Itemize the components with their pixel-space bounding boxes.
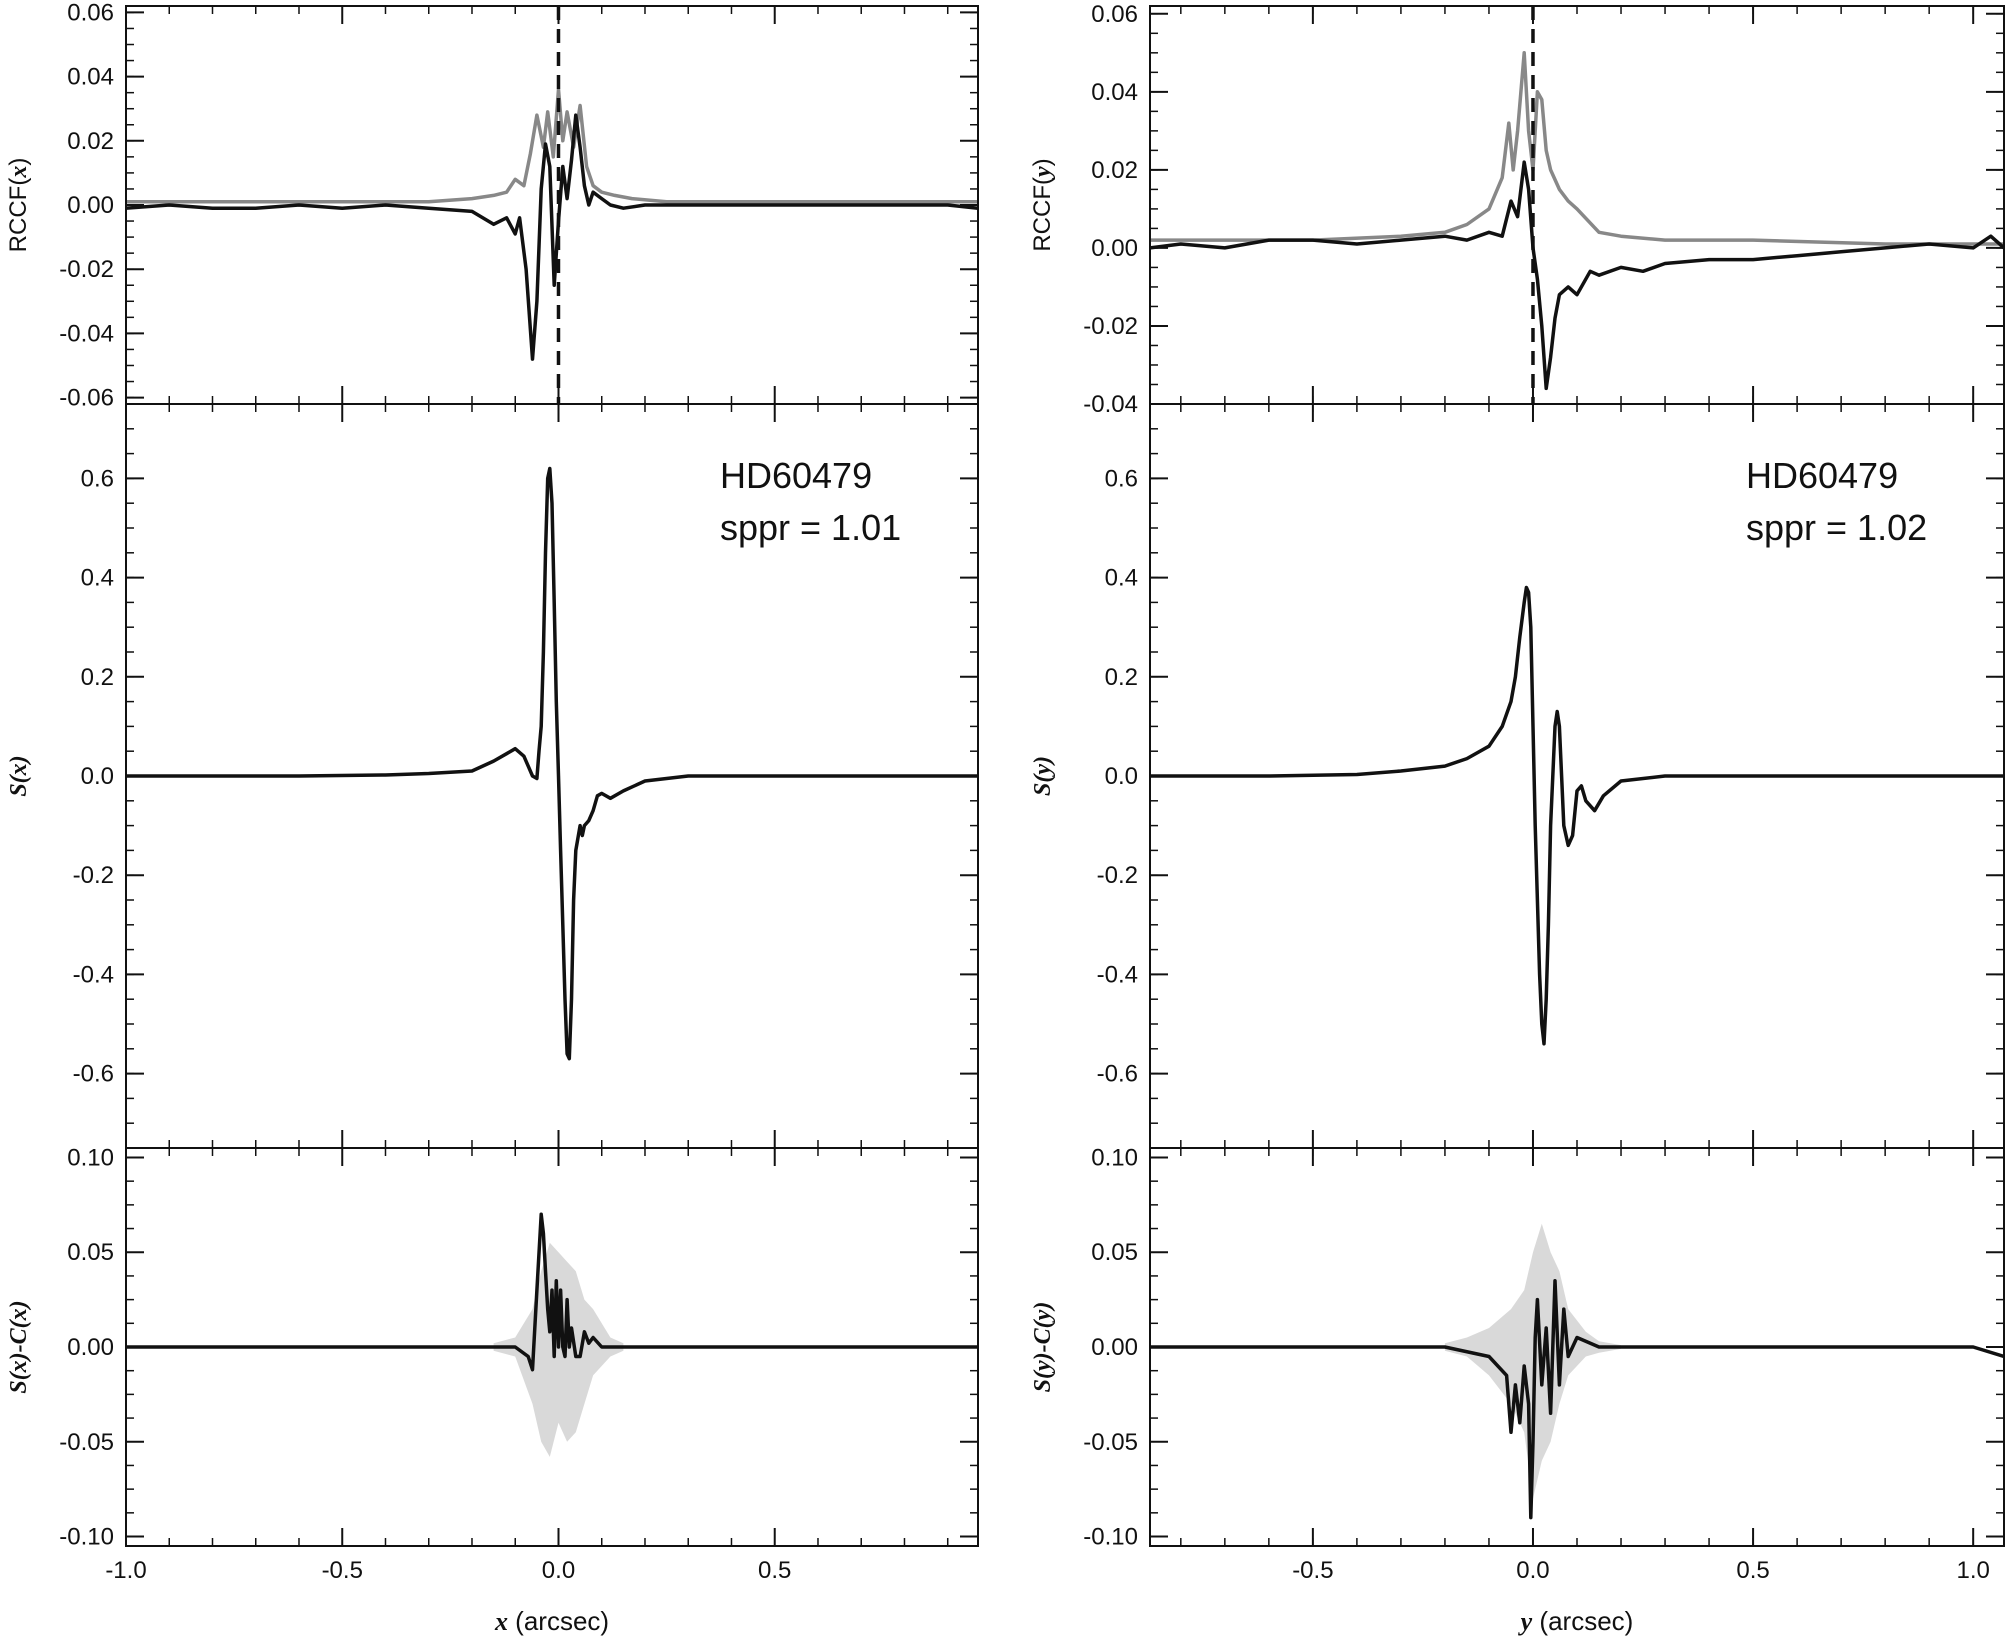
y-tick-label: -0.02 bbox=[59, 256, 114, 283]
y-label-variable: x bbox=[6, 166, 32, 179]
y-tick-label: 0.2 bbox=[81, 664, 114, 691]
y-tick-label: 0.00 bbox=[1091, 235, 1138, 262]
x-axis-label: y (arcsec) bbox=[1518, 1606, 1634, 1636]
x-tick-label: 0.5 bbox=[758, 1557, 791, 1584]
y-tick-label: 0.00 bbox=[67, 1334, 114, 1361]
series-line-black bbox=[1150, 1278, 2004, 1520]
series-line-gray bbox=[1150, 51, 2004, 246]
y-axis-label: RCCF(x) bbox=[5, 158, 32, 253]
y-tick-label: 0.00 bbox=[67, 192, 114, 219]
y-tick-label: 0.6 bbox=[81, 465, 114, 492]
series-line-black bbox=[1150, 160, 2004, 391]
y-tick-label: 0.04 bbox=[67, 64, 114, 91]
y-tick-label: 0.02 bbox=[67, 128, 114, 155]
y-axis-label: S(x) bbox=[6, 755, 32, 796]
subplot-rccf: -0.04 -0.02 0.00 0.02 0.04 0.06 RCCF(y) bbox=[1029, 1, 2005, 418]
y-label-variable: S(y) bbox=[1030, 756, 1056, 796]
y-label-prefix: RCCF( bbox=[1029, 177, 1056, 252]
subplot-rccf: -0.06 -0.04 -0.02 0.00 0.02 0.04 0.06 RCCF(x) bbox=[5, 0, 979, 412]
panel-left: -0.06-0.04-0.020.000.020.040.06RCCF(x)-0… bbox=[5, 0, 979, 1636]
y-tick-label: 0.4 bbox=[81, 565, 114, 592]
y-label-suffix: ) bbox=[5, 158, 32, 166]
y-tick-label: -0.2 bbox=[73, 862, 114, 889]
x-label-variable: x bbox=[494, 1607, 508, 1636]
y-tick-label: 0.6 bbox=[1105, 465, 1138, 492]
y-tick-label: -0.05 bbox=[59, 1429, 114, 1456]
subplot-s: -0.6 -0.4 -0.2 0.0 0.2 0.4 0.6 S(x) bbox=[6, 403, 979, 1149]
subplot-resid: -0.10 -0.05 0.00 0.05 0.10 S(y)-C(y) bbox=[1030, 1144, 2005, 1551]
series-line-black bbox=[126, 466, 978, 1061]
x-tick-label: 0.0 bbox=[542, 1557, 575, 1584]
annotation-star-name: HD60479 bbox=[720, 455, 872, 496]
y-tick-label: 0.02 bbox=[1091, 157, 1138, 184]
y-tick-label: -0.6 bbox=[73, 1061, 114, 1088]
y-tick-label: -0.4 bbox=[1097, 961, 1138, 988]
y-tick-label: 0.05 bbox=[67, 1239, 114, 1266]
y-tick-label: 0.04 bbox=[1091, 79, 1138, 106]
y-tick-label: 0.2 bbox=[1105, 664, 1138, 691]
x-label-variable: y bbox=[1518, 1607, 1533, 1636]
y-label-prefix: RCCF( bbox=[5, 178, 32, 253]
axes-frame bbox=[1149, 5, 2005, 405]
y-tick-label: 0.10 bbox=[1091, 1144, 1138, 1171]
x-tick-label: 1.0 bbox=[1956, 1557, 1989, 1584]
y-axis-label: S(x)-C(x) bbox=[6, 1300, 32, 1393]
y-tick-label: -0.10 bbox=[59, 1524, 114, 1551]
y-axis-label: RCCF(y) bbox=[1029, 158, 1056, 251]
y-label-variable: S(x)-C(x) bbox=[6, 1300, 32, 1393]
y-tick-label: -0.04 bbox=[1083, 391, 1138, 418]
y-tick-label: 0.0 bbox=[81, 763, 114, 790]
y-label-variable: y bbox=[1030, 166, 1056, 180]
annotation-sppr: sppr = 1.01 bbox=[720, 507, 901, 548]
y-tick-label: 0.4 bbox=[1105, 565, 1138, 592]
x-axis-label: x (arcsec) bbox=[494, 1606, 609, 1636]
y-label-suffix: ) bbox=[1029, 158, 1056, 166]
y-tick-label: -0.6 bbox=[1097, 1061, 1138, 1088]
subplot-resid: -0.10 -0.05 0.00 0.05 0.10 S(x)-C(x) bbox=[6, 1144, 979, 1551]
y-tick-label: -0.2 bbox=[1097, 862, 1138, 889]
y-tick-label: -0.4 bbox=[73, 961, 114, 988]
y-tick-label: 0.06 bbox=[1091, 1, 1138, 28]
y-tick-label: -0.04 bbox=[59, 320, 114, 347]
x-label-unit: (arcsec) bbox=[508, 1606, 609, 1636]
y-axis-label: S(y)-C(y) bbox=[1030, 1302, 1056, 1393]
x-tick-label: -1.0 bbox=[105, 1557, 146, 1584]
annotation-sppr: sppr = 1.02 bbox=[1746, 507, 1927, 548]
panel-right: -0.04-0.020.000.020.040.06RCCF(y)-0.6-0.… bbox=[1029, 1, 2005, 1636]
y-label-variable: S(y)-C(y) bbox=[1030, 1302, 1056, 1393]
y-tick-label: 0.06 bbox=[67, 0, 114, 26]
annotation-star-name: HD60479 bbox=[1746, 455, 1898, 496]
x-tick-label: -0.5 bbox=[322, 1557, 363, 1584]
x-tick-label: 0.5 bbox=[1736, 1557, 1769, 1584]
x-tick-label: 0.0 bbox=[1516, 1557, 1549, 1584]
y-tick-label: 0.10 bbox=[67, 1144, 114, 1171]
y-tick-label: -0.05 bbox=[1083, 1429, 1138, 1456]
y-tick-label: 0.00 bbox=[1091, 1334, 1138, 1361]
y-label-variable: S(x) bbox=[6, 755, 32, 796]
y-tick-label: 0.05 bbox=[1091, 1239, 1138, 1266]
series-line-black bbox=[1150, 585, 2004, 1046]
y-tick-label: -0.10 bbox=[1083, 1524, 1138, 1551]
series-line-gray bbox=[126, 87, 978, 204]
subplot-s: -0.6 -0.4 -0.2 0.0 0.2 0.4 0.6 S(y) bbox=[1030, 403, 2005, 1149]
x-label-unit: (arcsec) bbox=[1532, 1606, 1633, 1636]
x-tick-label: -0.5 bbox=[1292, 1557, 1333, 1584]
y-tick-label: 0.0 bbox=[1105, 763, 1138, 790]
uncertainty-band bbox=[493, 1242, 624, 1457]
y-tick-label: -0.02 bbox=[1083, 313, 1138, 340]
series-line-black bbox=[126, 1212, 978, 1372]
y-axis-label: S(y) bbox=[1030, 756, 1056, 796]
y-tick-label: -0.06 bbox=[59, 385, 114, 412]
